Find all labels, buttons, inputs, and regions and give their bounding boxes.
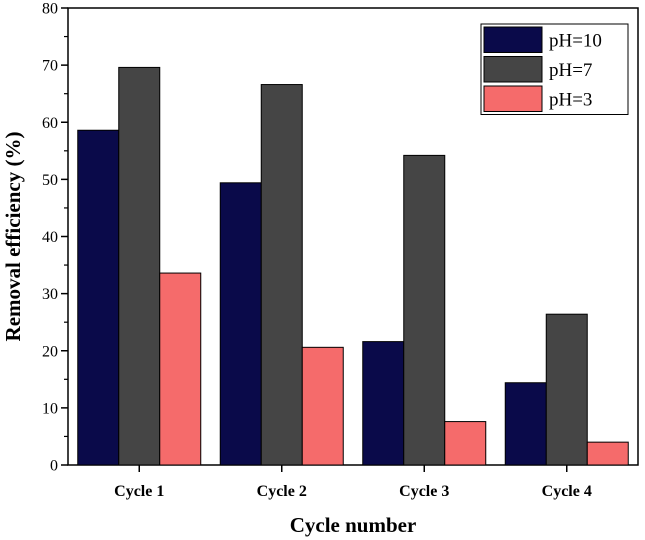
y-tick-label: 70: [42, 58, 58, 75]
legend-swatch: [483, 85, 543, 112]
y-axis-title: Removal efficiency (%): [1, 132, 25, 342]
y-tick-label: 50: [42, 172, 58, 189]
y-tick-label: 40: [42, 229, 58, 246]
legend-swatch: [483, 56, 543, 83]
axes: 0 10 20 30 40 50 60 70 80 Cycle 1 Cycle 2 Cycle 3 Cy…: [42, 1, 592, 501]
legend-label: pH=10: [549, 30, 602, 51]
x-tick-label: Cycle 3: [399, 483, 449, 500]
bar-ph3-cycle-4: [586, 441, 629, 466]
x-axis-title: Cycle number: [290, 513, 417, 537]
bar-ph3-cycle-1: [159, 272, 202, 466]
y-tick-label: 0: [50, 458, 58, 475]
y-tick-label: 20: [42, 343, 58, 360]
bar-ph7-cycle-3: [403, 154, 446, 466]
bar-ph10-cycle-2: [219, 182, 262, 466]
x-tick-label: Cycle 1: [114, 483, 164, 500]
bar-ph7-cycle-2: [260, 84, 303, 466]
y-tick-label: 10: [42, 400, 58, 417]
y-tick-label: 30: [42, 286, 58, 303]
bar-ph7-cycle-1: [118, 66, 161, 466]
bar-ph3-cycle-3: [444, 421, 487, 466]
bar-ph7-cycle-4: [545, 313, 588, 466]
legend-label: pH=3: [549, 89, 592, 110]
bars-group: [77, 66, 629, 466]
bar-ph10-cycle-4: [504, 382, 547, 466]
legend-label: pH=7: [549, 60, 592, 81]
y-tick-label: 60: [42, 115, 58, 132]
bar-ph10-cycle-3: [362, 341, 405, 466]
bar-ph3-cycle-2: [301, 346, 344, 466]
bar-ph10-cycle-1: [77, 129, 120, 466]
x-tick-label: Cycle 4: [542, 483, 592, 500]
legend-swatch: [483, 26, 543, 53]
x-tick-label: Cycle 2: [257, 483, 307, 500]
y-tick-label: 80: [42, 1, 58, 18]
legend: pH=10 pH=7 pH=3: [480, 23, 629, 115]
